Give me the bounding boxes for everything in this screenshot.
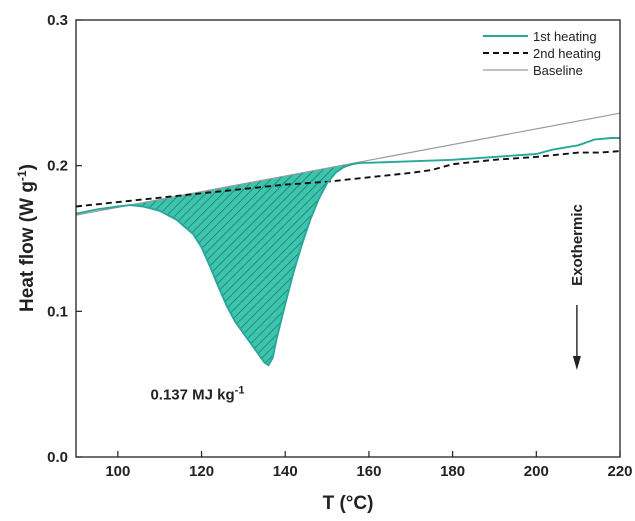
legend: 1st heating 2nd heating Baseline <box>483 29 601 78</box>
legend-label-1st-heating: 1st heating <box>533 29 597 44</box>
x-tick-label: 100 <box>105 463 130 480</box>
y-tick-label: 0.1 <box>47 303 68 320</box>
series-line-2nd-heating <box>76 150 620 208</box>
y-tick-label: 0.0 <box>47 449 68 466</box>
exothermic-indicator: Exothermic <box>569 204 586 370</box>
x-tick-label: 160 <box>356 463 381 480</box>
legend-label-baseline: Baseline <box>533 63 583 78</box>
enthalpy-annotation: 0.137 MJ kg-1 <box>150 384 244 403</box>
x-tick-label: 180 <box>440 463 465 480</box>
y-tick-label: 0.2 <box>47 158 68 175</box>
x-tick-label: 200 <box>524 463 549 480</box>
exothermic-arrow-head <box>572 356 581 370</box>
y-axis-title: Heat flow (W g-1) <box>15 164 38 312</box>
exothermic-label: Exothermic <box>569 204 586 286</box>
x-tick-label: 220 <box>607 463 632 480</box>
enthalpy-shaded-area <box>130 162 357 366</box>
x-tick-label: 140 <box>273 463 298 480</box>
series-line-1st-heating <box>76 137 620 367</box>
y-tick-label: 0.3 <box>47 12 68 29</box>
plot-frame <box>75 19 621 458</box>
x-axis-title: T (°C) <box>323 493 374 514</box>
x-tick-label: 120 <box>189 463 214 480</box>
series-line-baseline <box>76 112 620 216</box>
legend-label-2nd-heating: 2nd heating <box>533 46 601 61</box>
enthalpy-shaded-area-path <box>130 162 357 366</box>
